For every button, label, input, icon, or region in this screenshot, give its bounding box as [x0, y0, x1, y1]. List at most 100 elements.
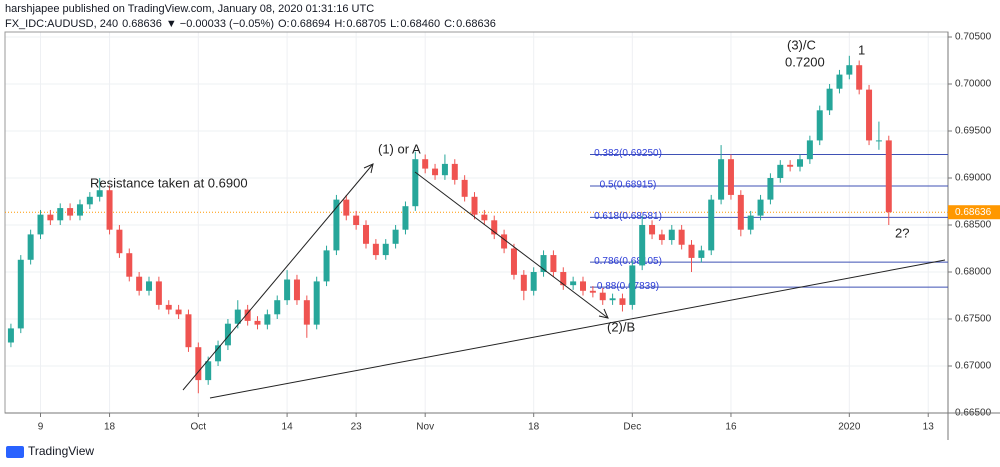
fib-label: 0.382(0.69250) — [594, 148, 662, 159]
ohlc-value: 0.68705 — [346, 18, 386, 30]
ohlc-label: L: — [390, 18, 399, 30]
candle-body — [27, 234, 34, 260]
candle-body — [609, 298, 616, 301]
candle-body — [76, 204, 83, 216]
candle-body — [67, 208, 74, 216]
annotation: 0.7200 — [785, 54, 825, 69]
y-tick-label: 0.69500 — [955, 126, 992, 137]
candle-body — [402, 206, 409, 230]
candle-body — [205, 361, 212, 381]
candle-body — [757, 199, 764, 216]
candle-body — [668, 229, 675, 241]
y-tick-label: 0.67500 — [955, 314, 992, 325]
candle-body — [649, 225, 656, 235]
candle-body — [550, 255, 557, 272]
candle-body — [678, 229, 685, 245]
candle-body — [856, 65, 863, 90]
x-tick-label: 9 — [38, 422, 44, 433]
arrow-head — [598, 308, 609, 319]
candle-body — [195, 347, 202, 381]
ohlc-value: 0.68636 — [456, 18, 496, 30]
candle-body — [392, 229, 399, 244]
candle-body — [323, 250, 330, 282]
arrow-line — [414, 171, 609, 319]
candle-body — [836, 74, 843, 89]
candle-body — [866, 89, 873, 141]
last-price-tag — [948, 205, 1000, 220]
ohlc-label: O: — [278, 18, 290, 30]
candle-body — [816, 110, 823, 141]
candle-body — [885, 140, 892, 213]
candle-body — [806, 140, 813, 160]
candle-body — [797, 159, 804, 167]
candle-body — [461, 179, 468, 197]
candle-body — [491, 220, 498, 235]
candle-body — [185, 314, 192, 348]
candle-body — [540, 255, 547, 272]
candle-body — [7, 328, 14, 343]
arrow-head — [363, 163, 374, 174]
candle-body — [372, 243, 379, 256]
candle-body — [520, 274, 527, 291]
candle-body — [422, 159, 429, 169]
candle-body — [560, 272, 567, 286]
candle-body — [363, 225, 370, 244]
candle-body — [718, 159, 725, 200]
y-tick-label: 0.70000 — [955, 79, 992, 90]
candle-body — [530, 272, 537, 291]
candle-body — [767, 178, 774, 200]
candle-body — [777, 164, 784, 178]
candle-body — [215, 345, 222, 362]
annotation: (1) or A — [378, 141, 421, 156]
candle-body — [441, 163, 448, 176]
candle-body — [116, 229, 123, 254]
candle-body — [737, 194, 744, 230]
symbol: FX_IDC:AUDUSD, 240 — [5, 18, 118, 30]
candle-body — [343, 199, 350, 216]
candle-body — [481, 214, 488, 221]
symbol-line: FX_IDC:AUDUSD, 240 0.68636 ▼ −0.00033 (−0.… — [5, 18, 496, 30]
candle-body — [126, 253, 133, 277]
ohlc-value: 0.68460 — [400, 18, 440, 30]
ohlc-label: H: — [334, 18, 345, 30]
candle-body — [175, 309, 182, 315]
x-tick-label: 13 — [923, 422, 935, 433]
candle-body — [106, 190, 113, 230]
x-tick-label: 14 — [282, 422, 294, 433]
fib-label: 0.618(0.68581) — [594, 211, 662, 222]
candle-body — [254, 320, 261, 325]
candle-body — [234, 309, 241, 324]
candle-body — [165, 304, 172, 310]
candle-body — [580, 281, 587, 291]
candle-body — [146, 281, 153, 291]
candle-body — [412, 159, 419, 207]
arrow-line — [182, 163, 374, 391]
y-tick-label: 0.70500 — [955, 32, 992, 43]
candle-body — [136, 276, 143, 291]
fib-label: 0.5(0.68915) — [600, 180, 657, 191]
candle-body — [787, 164, 794, 167]
annotation: 2? — [895, 225, 909, 240]
candle-body — [96, 190, 103, 197]
candle-body — [599, 292, 606, 301]
candle-body — [875, 140, 882, 142]
y-tick-label: 0.68500 — [955, 220, 992, 231]
candle-body — [698, 250, 705, 258]
candle-body — [47, 214, 54, 221]
candle-body — [57, 208, 64, 221]
change: ▼ −0.00033 (−0.05%) — [166, 18, 274, 30]
x-tick-label: 16 — [725, 422, 737, 433]
annotation: (2)/B — [607, 319, 635, 334]
candle-body — [639, 225, 646, 266]
brand-logo: TradingView — [6, 444, 94, 458]
brand: TradingView — [28, 444, 94, 458]
y-tick-label: 0.67000 — [955, 361, 992, 372]
candle-body — [303, 300, 310, 325]
x-tick-label: Nov — [416, 422, 434, 433]
candle-body — [451, 163, 458, 180]
candle-body — [708, 199, 715, 251]
candle-body — [17, 259, 24, 329]
candle-body — [284, 279, 291, 301]
candle-body — [589, 290, 596, 293]
